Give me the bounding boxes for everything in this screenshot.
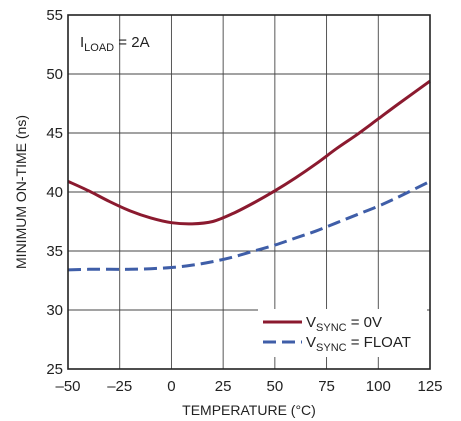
x-tick-label: –25 [107,378,132,395]
x-tick-label: –50 [55,378,80,395]
y-tick-label: 45 [46,125,63,142]
y-axis-label: MINIMUM ON-TIME (ns) [13,115,29,269]
y-tick-labels: 25 30 35 40 45 50 55 [46,7,63,378]
x-tick-label: 125 [417,378,442,395]
y-tick-label: 50 [46,66,63,83]
series-line-2 [67,180,431,272]
legend-label-2: VSYNC = FLOAT [306,334,411,354]
plot-frame [67,14,431,370]
x-axis-label: TEMPERATURE (°C) [182,402,316,418]
legend-background [258,309,427,357]
x-tick-label: 50 [267,378,284,395]
series-lines [67,79,431,272]
y-tick-label: 30 [46,302,63,319]
y-tick-label: 35 [46,243,63,260]
x-tick-label: 25 [215,378,232,395]
legend-label-1: VSYNC = 0V [306,314,382,334]
load-annotation: ILOAD = 2A [80,34,150,54]
x-tick-label: 75 [318,378,335,395]
x-tick-label: 0 [167,378,175,395]
x-tick-labels: –50 –25 0 25 50 75 100 125 [55,378,442,395]
y-tick-label: 40 [46,184,63,201]
y-tick-label: 55 [46,7,63,24]
y-tick-label: 25 [46,361,63,378]
series-line-1 [67,79,431,226]
x-tick-label: 100 [366,378,391,395]
